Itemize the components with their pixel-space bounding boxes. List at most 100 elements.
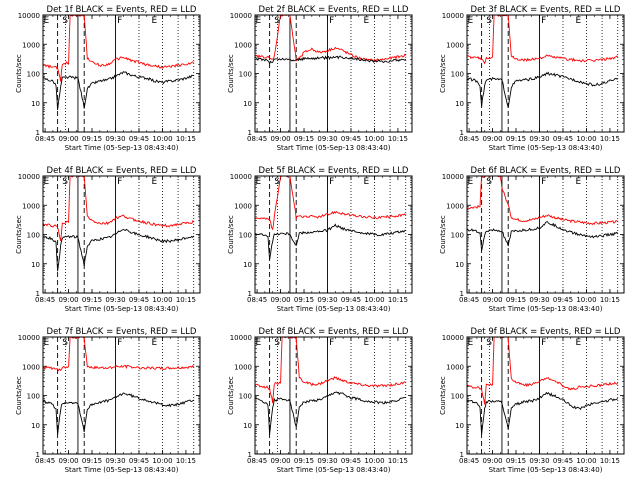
interval-letter: E [151, 338, 157, 348]
series-lld-line [467, 337, 619, 405]
x-tick-label: 10:00 [364, 296, 384, 304]
interval-letter: E [44, 16, 50, 26]
x-tick-label: 10:15 [176, 457, 196, 465]
y-tick-label: 10000 [442, 334, 464, 342]
panel-det-3: Det 3f BLACK = Events, RED = LLD 1 10 100 10… [439, 5, 625, 152]
panel-title: Det 1f BLACK = Events, RED = LLD [47, 5, 197, 15]
x-tick-label: 10:15 [600, 296, 620, 304]
x-axis-title: Start Time (05-Sep-13 08:43:40) [277, 466, 391, 474]
x-tick-label: 09:15 [294, 457, 314, 465]
interval-letter: F [117, 338, 122, 348]
series-events-line [255, 223, 406, 260]
panel-det-4: Det 4f BLACK = Events, RED = LLD 1 10 100 10… [15, 166, 201, 313]
y-tick-label: 1 [248, 451, 252, 459]
interval-letter: F [329, 16, 334, 26]
y-tick-label: 1000 [22, 41, 40, 49]
plot-frame [42, 14, 201, 133]
interval-letter: S [62, 338, 68, 348]
panel-det-6: Det 6f BLACK = Events, RED = LLD 1 10 100 10… [439, 166, 625, 313]
x-tick-label: 09:30 [317, 296, 337, 304]
x-tick-label: 09:30 [105, 296, 125, 304]
interval-letter: E [575, 177, 581, 187]
interval-letter: S [486, 16, 492, 26]
x-tick-label: 09:45 [553, 457, 573, 465]
x-tick-label: 09:00 [58, 296, 78, 304]
plot-frame [42, 336, 201, 455]
panel-title: Det 4f BLACK = Events, RED = LLD [47, 166, 197, 176]
x-tick-label: 10:15 [388, 457, 408, 465]
y-tick-label: 1000 [234, 202, 252, 210]
x-tick-label: 10:15 [600, 135, 620, 143]
x-tick-label: 09:15 [82, 135, 102, 143]
x-tick-label: 09:00 [482, 296, 502, 304]
x-tick-label: 08:45 [247, 296, 267, 304]
interval-letter: E [44, 177, 50, 187]
y-tick-label: 100 [239, 393, 252, 401]
x-tick-label: 09:00 [270, 457, 290, 465]
panel-det-2: Det 2f BLACK = Events, RED = LLD 1 10 100 10… [227, 5, 413, 152]
series-events-line [467, 71, 618, 108]
y-tick-label: 1000 [22, 202, 40, 210]
x-tick-label: 09:30 [529, 296, 549, 304]
plot-frame [466, 14, 625, 133]
interval-letter: S [486, 177, 492, 187]
y-tick-label: 10000 [18, 12, 40, 20]
x-tick-label: 08:45 [247, 135, 267, 143]
interval-letter: F [117, 177, 122, 187]
interval-letter: F [117, 16, 122, 26]
x-tick-label: 09:30 [529, 457, 549, 465]
y-tick-label: 1000 [234, 363, 252, 371]
panel-title: Det 5f BLACK = Events, RED = LLD [259, 166, 409, 176]
interval-letter: E [468, 338, 474, 348]
x-tick-label: 09:00 [270, 135, 290, 143]
panel-title: Det 6f BLACK = Events, RED = LLD [471, 166, 621, 176]
x-axis-title: Start Time (05-Sep-13 08:43:40) [489, 305, 603, 313]
interval-letter: S [62, 16, 68, 26]
y-tick-label: 1000 [446, 41, 464, 49]
x-tick-label: 08:45 [35, 296, 55, 304]
x-tick-label: 08:45 [459, 296, 479, 304]
x-tick-label: 10:00 [364, 135, 384, 143]
interval-letter: F [541, 177, 546, 187]
interval-letter: E [575, 16, 581, 26]
plot-frame [466, 336, 625, 455]
y-axis-title: Counts/sec [227, 376, 235, 415]
series-events-line [43, 392, 194, 435]
x-tick-label: 09:00 [482, 457, 502, 465]
interval-letter: E [256, 16, 262, 26]
x-tick-label: 10:00 [152, 457, 172, 465]
x-tick-label: 09:15 [506, 296, 526, 304]
interval-letter: E [151, 177, 157, 187]
x-tick-label: 09:30 [529, 135, 549, 143]
interval-letter: E [575, 338, 581, 348]
interval-letter: E [44, 338, 50, 348]
plot-frame [42, 175, 201, 294]
series-lld-line [467, 176, 619, 226]
x-tick-label: 10:00 [576, 296, 596, 304]
x-tick-label: 09:15 [506, 135, 526, 143]
y-tick-label: 100 [27, 393, 40, 401]
interval-letter: E [151, 16, 157, 26]
panel-det-7: Det 7f BLACK = Events, RED = LLD 1 10 100 10… [15, 327, 201, 474]
y-tick-label: 10 [31, 100, 40, 108]
interval-letter: E [363, 16, 369, 26]
x-tick-label: 09:30 [317, 457, 337, 465]
interval-letter: F [329, 338, 334, 348]
y-tick-label: 10000 [230, 334, 252, 342]
x-tick-label: 09:45 [553, 135, 573, 143]
panel-title: Det 7f BLACK = Events, RED = LLD [47, 327, 197, 337]
plot-frame [254, 336, 413, 455]
y-tick-label: 10000 [18, 334, 40, 342]
x-tick-label: 09:15 [294, 135, 314, 143]
interval-letter: E [468, 177, 474, 187]
panel-title: Det 8f BLACK = Events, RED = LLD [259, 327, 409, 337]
x-tick-label: 08:45 [35, 135, 55, 143]
y-tick-label: 1000 [446, 202, 464, 210]
series-events-line [43, 71, 194, 111]
x-tick-label: 09:30 [105, 135, 125, 143]
interval-letter: S [62, 177, 68, 187]
x-tick-label: 09:45 [129, 135, 149, 143]
series-lld-line [255, 15, 407, 63]
series-lld-line [255, 337, 407, 404]
y-axis-title: Counts/sec [227, 54, 235, 93]
